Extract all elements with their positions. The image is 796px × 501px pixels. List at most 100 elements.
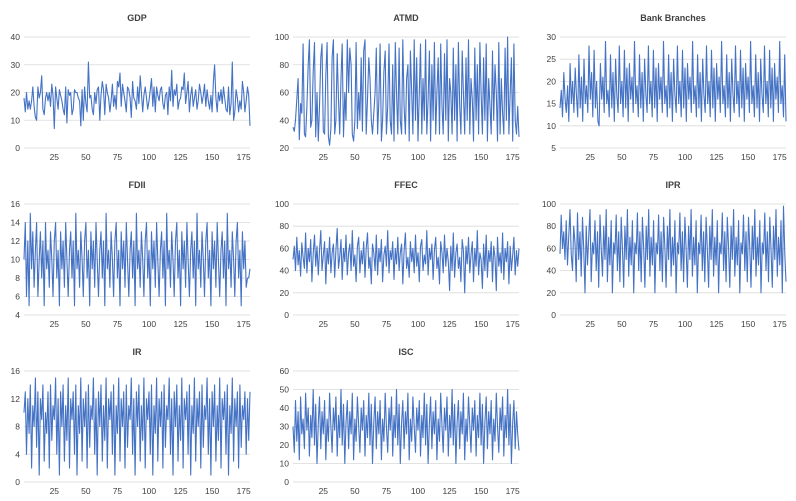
y-tick-label: 40 [280,403,290,413]
chart-title: IPR [665,180,681,190]
y-tick-label: 30 [11,60,21,70]
x-tick-label: 175 [506,319,520,329]
y-tick-label: 80 [280,221,290,231]
y-tick-label: 8 [15,422,20,432]
x-tick-label: 50 [350,486,360,496]
chart-title: ATMD [393,13,419,23]
x-tick-label: 125 [709,319,723,329]
x-tick-label: 150 [474,486,488,496]
y-tick-label: 40 [547,266,557,276]
y-tick-label: 100 [275,199,289,209]
y-tick-label: 25 [547,54,557,64]
x-tick-label: 75 [382,152,392,162]
chart-svg-ffec: FFEC 0 20 40 60 80 100 25 50 75 100 125 150 175 [275,180,520,329]
x-tick-label: 100 [678,319,692,329]
x-tick-label: 100 [678,152,692,162]
chart-panel-fdii: FDII 4 6 8 10 12 14 16 25 50 75 100 125 150 175 [0,167,265,334]
x-tick-label: 50 [81,486,91,496]
y-tick-label: 12 [11,236,21,246]
x-tick-label: 25 [319,319,329,329]
y-tick-label: 100 [542,199,556,209]
x-tick-label: 75 [113,319,123,329]
y-tick-label: 40 [11,32,21,42]
x-tick-label: 175 [506,152,520,162]
chart-panel-ffec: FFEC 0 20 40 60 80 100 25 50 75 100 125 150 175 [265,167,530,334]
y-tick-label: 4 [15,449,20,459]
chart-svg-ir: IR 0 4 8 12 16 25 50 75 100 125 150 175 [11,347,252,496]
x-tick-label: 50 [350,319,360,329]
chart-svg-gdp: GDP 0 10 20 30 40 25 50 75 100 125 150 175 [11,13,252,162]
y-tick-label: 0 [551,310,556,320]
chart-title: FDII [129,180,146,190]
x-tick-label: 175 [506,486,520,496]
x-tick-label: 75 [113,152,123,162]
x-tick-label: 150 [474,319,488,329]
x-tick-label: 175 [773,152,787,162]
x-tick-label: 75 [382,486,392,496]
x-tick-label: 100 [142,319,156,329]
y-tick-label: 60 [547,243,557,253]
chart-svg-isc: ISC 0 10 20 30 40 50 60 25 50 75 100 125 150 175 [280,347,521,496]
x-tick-label: 175 [237,152,251,162]
x-tick-label: 25 [50,319,60,329]
x-tick-label: 150 [474,152,488,162]
series-line-ir [23,377,251,476]
x-tick-label: 100 [411,486,425,496]
y-tick-label: 10 [11,255,21,265]
y-tick-label: 20 [280,288,290,298]
x-tick-label: 25 [586,152,596,162]
y-tick-label: 20 [11,88,21,98]
y-tick-label: 0 [15,143,20,153]
x-tick-label: 50 [81,152,91,162]
y-tick-label: 4 [15,310,20,320]
x-tick-label: 125 [173,319,187,329]
y-tick-label: 30 [547,32,557,42]
y-tick-label: 0 [284,477,289,487]
x-tick-label: 175 [773,319,787,329]
x-tick-label: 125 [709,152,723,162]
x-tick-label: 150 [205,486,219,496]
y-tick-label: 60 [280,366,290,376]
x-tick-label: 125 [442,319,456,329]
x-tick-label: 75 [649,319,659,329]
y-tick-label: 10 [11,115,21,125]
x-tick-label: 150 [741,152,755,162]
x-tick-label: 175 [237,319,251,329]
y-tick-label: 50 [280,385,290,395]
y-tick-label: 20 [547,288,557,298]
x-tick-label: 25 [50,486,60,496]
y-tick-label: 80 [280,60,290,70]
x-tick-label: 50 [617,319,627,329]
series-line-ipr [559,205,787,294]
x-tick-label: 25 [586,319,596,329]
x-tick-label: 150 [205,319,219,329]
y-tick-label: 60 [280,88,290,98]
y-tick-label: 20 [280,143,290,153]
chart-panel-gdp: GDP 0 10 20 30 40 25 50 75 100 125 150 175 [0,0,265,167]
x-tick-label: 100 [411,319,425,329]
y-tick-label: 16 [11,366,21,376]
y-tick-label: 20 [280,440,290,450]
chart-title: GDP [127,13,147,23]
chart-svg-fdii: FDII 4 6 8 10 12 14 16 25 50 75 100 125 150 175 [11,180,252,329]
x-tick-label: 25 [319,152,329,162]
y-tick-label: 40 [280,115,290,125]
x-tick-label: 50 [350,152,360,162]
y-tick-label: 0 [284,310,289,320]
y-tick-label: 14 [11,218,21,228]
y-tick-label: 20 [547,76,557,86]
chart-panel-isc: ISC 0 10 20 30 40 50 60 25 50 75 100 125 150 175 [265,334,530,501]
x-tick-label: 125 [173,152,187,162]
chart-title: Bank Branches [640,13,706,23]
x-tick-label: 50 [81,319,91,329]
chart-panel-ir: IR 0 4 8 12 16 25 50 75 100 125 150 175 [0,334,265,501]
x-tick-label: 150 [741,319,755,329]
y-tick-label: 5 [551,143,556,153]
x-tick-label: 175 [237,486,251,496]
series-line-fdii [23,212,251,307]
series-line-atmd [292,36,520,146]
y-tick-label: 60 [280,243,290,253]
series-line-gdp [23,61,251,130]
chart-panel-ipr: IPR 0 20 40 60 80 100 25 50 75 100 125 150 175 [530,167,796,334]
y-tick-label: 6 [15,292,20,302]
